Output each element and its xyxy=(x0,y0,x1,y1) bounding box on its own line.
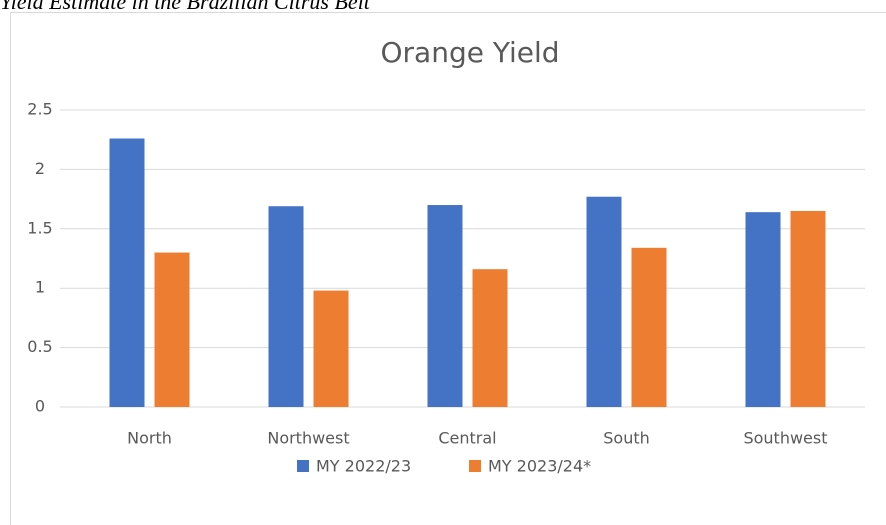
bar xyxy=(313,290,349,407)
y-tick-label: 2.5 xyxy=(27,100,52,119)
bar xyxy=(586,196,622,407)
bar xyxy=(268,206,304,407)
legend-label: MY 2023/24* xyxy=(488,457,591,476)
x-tick-label: Central xyxy=(438,429,496,448)
y-tick-label: 0 xyxy=(35,397,45,416)
chart-title: Orange Yield xyxy=(380,36,559,69)
legend-label: MY 2022/23 xyxy=(316,457,411,476)
y-tick-label: 0.5 xyxy=(27,337,52,356)
bar xyxy=(745,212,781,407)
legend-swatch xyxy=(297,460,309,472)
chart-border xyxy=(10,12,886,525)
bar xyxy=(154,252,190,407)
bar xyxy=(109,138,145,407)
legend-swatch xyxy=(469,460,481,472)
bar xyxy=(631,247,667,407)
y-tick-label: 1.5 xyxy=(27,218,52,237)
x-tick-label: Southwest xyxy=(743,429,827,448)
caption: Yield Estimate in the Brazilian Citrus B… xyxy=(0,0,371,14)
x-tick-label: Northwest xyxy=(267,429,349,448)
bar xyxy=(427,205,463,407)
bar xyxy=(472,269,508,407)
y-tick-label: 1 xyxy=(35,278,45,297)
bar xyxy=(790,210,826,407)
y-tick-label: 2 xyxy=(35,159,45,178)
x-tick-label: South xyxy=(603,429,650,448)
x-tick-label: North xyxy=(127,429,172,448)
